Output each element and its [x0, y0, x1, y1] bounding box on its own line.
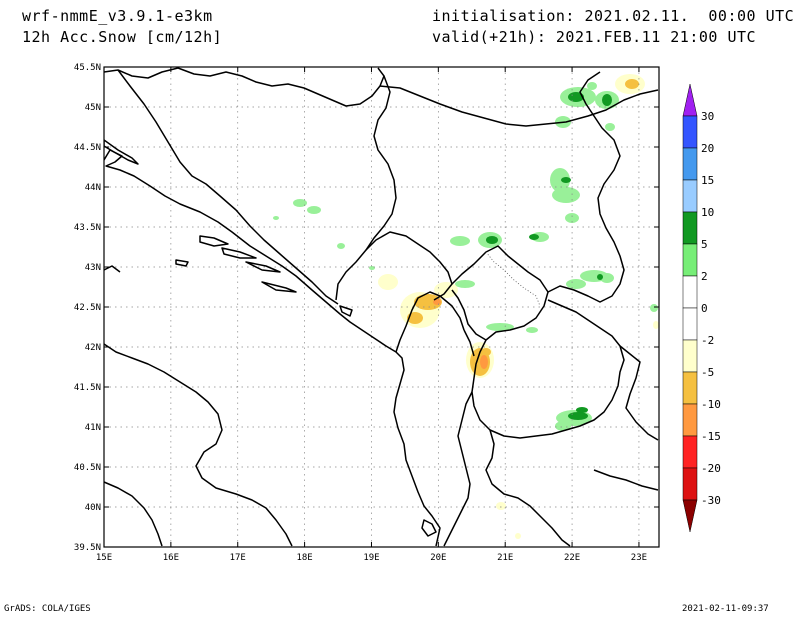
colorbar-bin [682, 211, 698, 245]
border-kosovo [451, 245, 549, 341]
lat-tick-label: 41N [85, 423, 101, 433]
island-5 [261, 281, 297, 293]
colorbar-top-arrow [682, 83, 698, 117]
lon-axis: 15E 16E 17E 18E 19E 20E 21E 22E 23E [96, 67, 647, 563]
island-corfu [421, 519, 437, 537]
border-serbia-montenegro [365, 231, 453, 301]
colorbar-label: -30 [701, 494, 721, 507]
border-danube [379, 85, 659, 127]
colorbar-bin [682, 275, 698, 309]
lon-tick-label: 15E [96, 553, 112, 563]
colorbar-bin [682, 307, 698, 341]
lat-tick-label: 43.5N [74, 223, 101, 233]
colorbar-label: -5 [701, 366, 714, 379]
border-montenegro-albania [395, 291, 465, 353]
lon-tick-label: 17E [230, 553, 246, 563]
colorbar-bin [682, 467, 698, 501]
colorbar-label: 0 [701, 302, 708, 315]
field-name: 12h Acc.Snow [cm/12h] [22, 28, 223, 46]
lon-tick-label: 23E [631, 553, 647, 563]
island-4 [245, 261, 281, 273]
lon-tick-label: 22E [564, 553, 580, 563]
colorbar-label: 30 [701, 110, 714, 123]
lon-tick-label: 20E [430, 553, 446, 563]
colorbar-bin [682, 147, 698, 181]
island-7 [339, 305, 353, 317]
colorbar-label: 10 [701, 206, 714, 219]
lat-tick-label: 45N [85, 103, 101, 113]
model-name: wrf-nmmE_v3.9.1-e3km [22, 7, 213, 25]
border-albania-inner [463, 329, 475, 357]
colorbar-bin [682, 435, 698, 469]
lat-tick-label: 40N [85, 503, 101, 513]
lat-tick-label: 45.5N [74, 63, 101, 73]
italy-coast-3 [104, 265, 121, 273]
greece-coast-2 [593, 469, 659, 491]
lon-tick-label: 18E [296, 553, 312, 563]
border-bosnia-west [117, 69, 339, 305]
colorbar-label: 15 [701, 174, 714, 187]
colorbar-label: 20 [701, 142, 714, 155]
map-grid [104, 67, 659, 547]
colorbar-label: -15 [701, 430, 721, 443]
colorbar-bin [682, 243, 698, 277]
colorbar-bin [682, 339, 698, 373]
colorbar-label: -2 [701, 334, 714, 347]
colorbar-label: -10 [701, 398, 721, 411]
colorbar-bin [682, 371, 698, 405]
valid-time: valid(+21h): 2021.FEB.11 21:00 UTC [432, 28, 757, 46]
lon-tick-label: 19E [363, 553, 379, 563]
lat-tick-label: 44N [85, 183, 101, 193]
lat-axis: 45.5N 45N 44.5N 44N 43.5N 43N 42.5N 42N 41.5N 41N… [74, 63, 659, 553]
greece-coast [485, 429, 571, 547]
lat-tick-label: 39.5N [74, 543, 101, 553]
colorbar-bottom-arrow [682, 499, 698, 533]
colorbar-label: 5 [701, 238, 708, 251]
lat-tick-label: 42.5N [74, 303, 101, 313]
lat-tick-label: 41.5N [74, 383, 101, 393]
island-2 [199, 235, 229, 247]
italy-coast [104, 343, 293, 547]
lon-tick-label: 21E [497, 553, 513, 563]
lat-tick-label: 42N [85, 343, 101, 353]
init-time: initialisation: 2021.02.11. 00:00 UTC [432, 7, 795, 25]
border-bulgaria-greece [619, 345, 659, 441]
lon-tick-label: 16E [163, 553, 179, 563]
lat-tick-label: 43N [85, 263, 101, 273]
lat-tick-label: 40.5N [74, 463, 101, 473]
timestamp-label: 2021-02-11-09:37 [682, 604, 769, 614]
colorbar-label: 2 [701, 270, 708, 283]
border-macedonia [471, 299, 625, 439]
colorbar-label: -20 [701, 462, 721, 475]
island-6 [175, 259, 189, 267]
coastline [104, 149, 441, 547]
colorbar-bin [682, 403, 698, 437]
border-serbia-bulgaria [547, 71, 625, 303]
colorbar-bin [682, 115, 698, 149]
border-drina [335, 75, 397, 301]
snow-shading [273, 74, 659, 539]
credit-label: GrADS: COLA/IGES [4, 604, 91, 614]
italy-coast-2 [104, 481, 163, 547]
border-albania-greece [443, 391, 473, 547]
border-north [104, 67, 385, 107]
kosovo-inner [485, 251, 541, 307]
lat-tick-label: 44.5N [74, 143, 101, 153]
colorbar-bin [682, 179, 698, 213]
coastlines-borders [104, 67, 659, 547]
island-3 [221, 247, 257, 259]
